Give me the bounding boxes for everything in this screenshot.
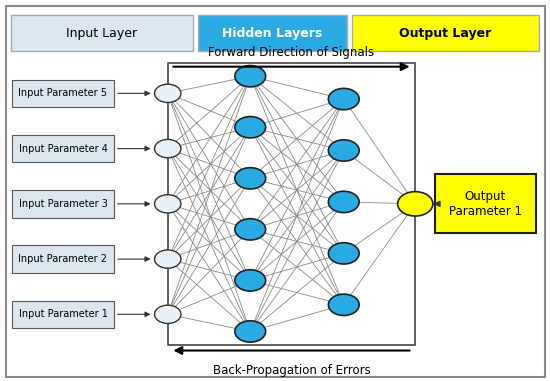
Circle shape bbox=[328, 243, 359, 264]
Circle shape bbox=[235, 321, 266, 342]
Text: Hidden Layers: Hidden Layers bbox=[222, 27, 322, 40]
Circle shape bbox=[235, 270, 266, 291]
Circle shape bbox=[328, 88, 359, 110]
FancyBboxPatch shape bbox=[198, 15, 346, 51]
Text: Forward Direction of Signals: Forward Direction of Signals bbox=[208, 46, 375, 59]
Circle shape bbox=[235, 117, 266, 138]
Circle shape bbox=[235, 66, 266, 87]
Text: Input Parameter 1: Input Parameter 1 bbox=[19, 309, 107, 319]
FancyBboxPatch shape bbox=[12, 80, 114, 107]
Text: Output Layer: Output Layer bbox=[399, 27, 492, 40]
Text: Input Layer: Input Layer bbox=[66, 27, 138, 40]
Circle shape bbox=[155, 250, 181, 268]
Circle shape bbox=[235, 219, 266, 240]
Text: Input Parameter 2: Input Parameter 2 bbox=[19, 254, 107, 264]
FancyBboxPatch shape bbox=[12, 245, 114, 273]
FancyBboxPatch shape bbox=[6, 6, 544, 377]
Circle shape bbox=[155, 195, 181, 213]
FancyBboxPatch shape bbox=[11, 15, 192, 51]
Circle shape bbox=[328, 140, 359, 161]
Circle shape bbox=[235, 168, 266, 189]
FancyBboxPatch shape bbox=[12, 135, 114, 162]
FancyBboxPatch shape bbox=[12, 301, 114, 328]
Circle shape bbox=[155, 139, 181, 158]
Text: Input Parameter 4: Input Parameter 4 bbox=[19, 144, 107, 154]
Text: Back-Propagation of Errors: Back-Propagation of Errors bbox=[213, 364, 370, 377]
FancyBboxPatch shape bbox=[12, 190, 114, 218]
Circle shape bbox=[155, 305, 181, 323]
Text: Output
Parameter 1: Output Parameter 1 bbox=[449, 190, 522, 218]
FancyBboxPatch shape bbox=[352, 15, 539, 51]
Circle shape bbox=[398, 192, 433, 216]
Text: Input Parameter 5: Input Parameter 5 bbox=[19, 88, 107, 98]
FancyBboxPatch shape bbox=[434, 174, 536, 233]
Circle shape bbox=[328, 294, 359, 315]
Text: Input Parameter 3: Input Parameter 3 bbox=[19, 199, 107, 209]
Circle shape bbox=[155, 84, 181, 102]
Circle shape bbox=[328, 191, 359, 213]
